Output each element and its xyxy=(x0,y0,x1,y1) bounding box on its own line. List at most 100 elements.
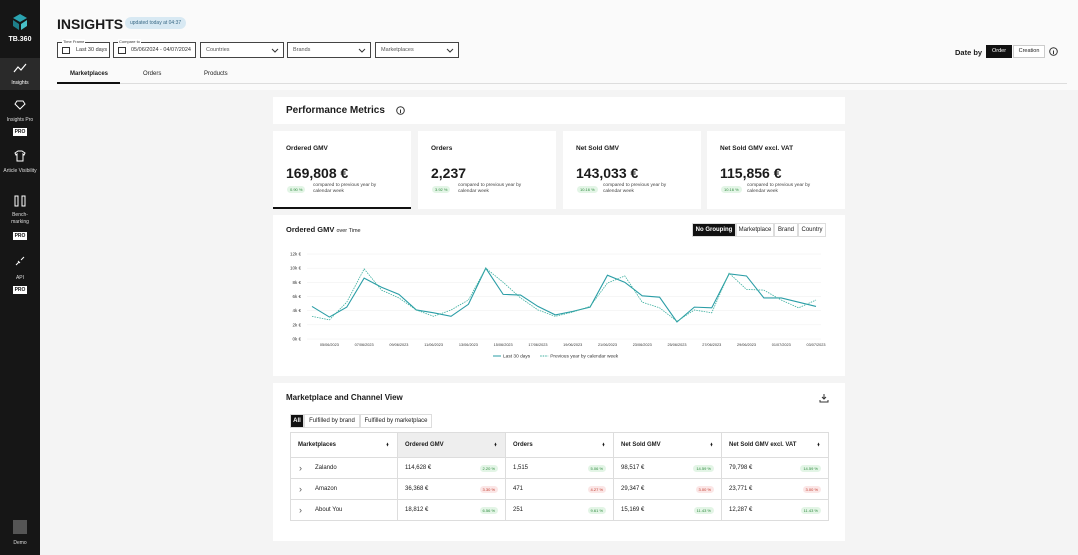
cell-value: 15,169 € xyxy=(621,507,645,513)
y-tick-label: 10k € xyxy=(290,266,302,271)
table-cell: 18,812 € 6.56 % xyxy=(398,500,506,521)
column-header[interactable]: Net Sold GMV excl. VAT ▲ ▼ xyxy=(722,432,829,458)
kpi-change: 10.16 % xyxy=(577,186,598,193)
user-name[interactable]: Demo xyxy=(13,540,27,546)
kpi-label: Ordered GMV xyxy=(286,145,328,152)
creation-button[interactable]: Creation xyxy=(1013,45,1045,58)
table-cell: 114,628 € 2.20 % xyxy=(398,458,506,479)
trend-up: 14.59 % xyxy=(693,464,714,472)
nav-label[interactable]: Article Visibility xyxy=(3,168,37,174)
kpi-value: 143,033 € xyxy=(576,165,639,181)
section-title: Performance Metrics xyxy=(286,105,385,116)
kpi-card[interactable] xyxy=(707,131,845,209)
trend-up: 5.06 % xyxy=(587,464,606,472)
x-tick-label: 07/06/2023 xyxy=(355,343,374,347)
y-tick-label: 4k € xyxy=(292,308,301,313)
x-tick-label: 25/06/2023 xyxy=(667,343,686,347)
y-tick-label: 0k € xyxy=(292,337,301,342)
kpi-value: 169,808 € xyxy=(286,165,349,181)
order-button[interactable]: Order xyxy=(986,45,1012,58)
compare-to[interactable]: Compare to 05/06/2024 - 04/07/2024 xyxy=(113,39,196,58)
pro-badge: PRO xyxy=(13,232,27,240)
grouping-button[interactable]: Marketplace xyxy=(736,223,774,237)
grouping-button[interactable]: No Grouping xyxy=(692,223,736,237)
grouping-button[interactable]: Brand xyxy=(774,223,798,237)
info-icon[interactable] xyxy=(1049,47,1058,56)
expand-chevron[interactable]: › xyxy=(299,463,302,473)
dropdown[interactable]: Countries xyxy=(200,42,284,58)
table-filter[interactable]: Fulfilled by marketplace xyxy=(360,414,432,428)
y-tick-label: 2k € xyxy=(292,322,301,327)
time-frame[interactable]: Time Frame Last 30 days xyxy=(57,39,110,58)
table-cell: 23,771 € 3.00 % xyxy=(722,479,829,500)
kpi-change: 10.16 % xyxy=(721,186,742,193)
cell-value: 18,812 € xyxy=(405,507,429,513)
column-header[interactable]: Marketplaces ▲ ▼ xyxy=(290,432,398,458)
x-tick-label: 09/06/2023 xyxy=(389,343,408,347)
tab[interactable]: Orders xyxy=(143,71,162,77)
field-value: Last 30 days xyxy=(76,47,108,53)
active-tab-underline xyxy=(57,82,120,84)
pro-icon xyxy=(14,100,26,110)
x-tick-label: 05/06/2023 xyxy=(320,343,339,347)
sort-icon[interactable]: ▲ ▼ xyxy=(601,441,606,448)
table-title: Marketplace and Channel View xyxy=(286,393,403,402)
dropdown[interactable]: Marketplaces xyxy=(375,42,459,58)
column-header[interactable]: Orders ▲ ▼ xyxy=(506,432,614,458)
x-tick-label: 21/06/2023 xyxy=(598,343,617,347)
nav-label[interactable]: Bench-marking xyxy=(11,212,29,225)
x-tick-label: 27/06/2023 xyxy=(702,343,721,347)
column-header[interactable]: Ordered GMV ▲ ▼ xyxy=(398,432,506,458)
field-value: 05/06/2024 - 04/07/2024 xyxy=(131,47,191,53)
table-filter[interactable]: Fulfilled by brand xyxy=(304,414,360,428)
sort-icon[interactable]: ▲ ▼ xyxy=(493,441,498,448)
expand-chevron[interactable]: › xyxy=(299,484,302,494)
kpi-card[interactable] xyxy=(563,131,701,209)
column-title: Ordered GMV xyxy=(405,442,444,448)
expand-chevron[interactable]: › xyxy=(299,505,302,515)
cell-value: 36,368 € xyxy=(405,486,429,492)
grouping-button[interactable]: Country xyxy=(798,223,826,237)
calendar-icon xyxy=(62,47,70,54)
page-title: INSIGHTS xyxy=(57,16,124,32)
table-cell: 12,287 € 11.43 % xyxy=(722,500,829,521)
nav-label[interactable]: Insights Pro xyxy=(6,117,34,123)
trend-down: 3.30 % xyxy=(479,485,498,493)
table-cell: 36,368 € 3.30 % xyxy=(398,479,506,500)
trend-down: 3.00 % xyxy=(802,485,821,493)
table-filter[interactable]: All xyxy=(290,414,304,428)
kpi-card[interactable] xyxy=(418,131,556,209)
calendar-icon xyxy=(118,47,126,54)
column-title: Net Sold GMV excl. VAT xyxy=(729,442,797,448)
sort-icon[interactable]: ▲ ▼ xyxy=(816,441,821,448)
trend-up: 11.43 % xyxy=(693,506,714,514)
table-cell[interactable]: › About You xyxy=(290,500,398,521)
sort-icon[interactable]: ▲ ▼ xyxy=(385,441,390,448)
kpi-label: Orders xyxy=(431,145,453,152)
table-cell: 251 9.61 % xyxy=(506,500,614,521)
kpi-value: 2,237 xyxy=(431,165,467,181)
column-title: Marketplaces xyxy=(298,442,337,448)
kpi-card[interactable] xyxy=(273,131,411,209)
kpi-note: compared to previous year by calendar we… xyxy=(603,183,667,194)
info-icon[interactable] xyxy=(396,106,405,115)
download-icon[interactable] xyxy=(819,393,829,403)
avatar[interactable] xyxy=(13,520,27,534)
nav-label[interactable]: API xyxy=(15,275,25,281)
chevron xyxy=(358,48,366,53)
sort-icon[interactable]: ▲ ▼ xyxy=(709,441,714,448)
tab[interactable]: Marketplaces xyxy=(70,71,109,77)
table-cell[interactable]: › Amazon xyxy=(290,479,398,500)
chart-card xyxy=(273,215,845,376)
y-tick-label: 12k € xyxy=(290,252,302,257)
chart-subtitle: over Time xyxy=(336,228,361,234)
logo-icon xyxy=(13,14,27,30)
table-cell[interactable]: › Zalando xyxy=(290,458,398,479)
kpi-change: 0.90 % xyxy=(287,186,306,193)
dropdown[interactable]: Brands xyxy=(287,42,371,58)
tab[interactable]: Products xyxy=(204,71,228,77)
column-header[interactable]: Net Sold GMV ▲ ▼ xyxy=(614,432,722,458)
nav-label[interactable]: Insights xyxy=(11,80,29,86)
kpi-label: Net Sold GMV xyxy=(576,145,619,152)
